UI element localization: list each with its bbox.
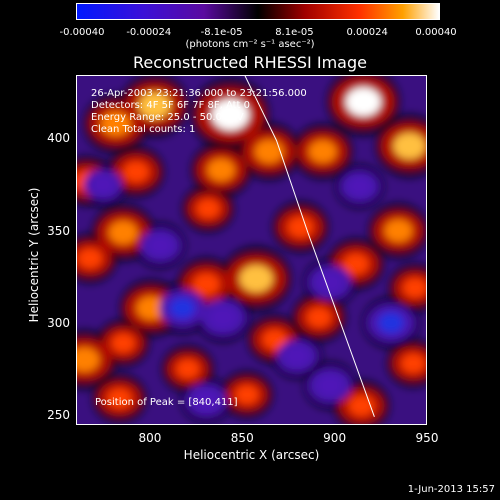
chart-title: Reconstructed RHESSI Image	[133, 53, 367, 72]
peak-position-label: Position of Peak = [840,411]	[95, 397, 238, 408]
colorbar-tick-label: 0.00024	[346, 27, 388, 38]
y-tick-label: 300	[47, 315, 70, 330]
colorbar-tick-label: 8.1e-05	[275, 27, 314, 38]
heatmap-blob-core-19	[136, 296, 166, 320]
heatmap-blob-core-14	[77, 248, 103, 269]
energy-range-label: Energy Range: 25.0 - 50.0 keV	[91, 112, 244, 123]
y-tick-label: 350	[47, 223, 70, 238]
heatmap-blob-core-11	[108, 220, 138, 245]
heatmap-blob-core-25	[401, 353, 426, 374]
heatmap-blob-core-30	[169, 297, 195, 319]
heatmap-blob-core-6	[254, 139, 284, 164]
x-tick-label: 800	[138, 431, 162, 445]
y-tick-label: 400	[47, 131, 70, 146]
heatmap-blob-core-28	[348, 395, 375, 417]
heatmap-blob-core-17	[343, 253, 369, 275]
solar-limb-line	[244, 76, 375, 417]
heatmap-blob-core-26	[107, 388, 132, 409]
colorbar-gradient	[77, 4, 439, 19]
x-tick-label: 950	[415, 431, 439, 445]
heatmap-blob-core-20	[306, 307, 332, 328]
heatmap-blob-core-2	[100, 111, 131, 137]
x-tick-label: 850	[230, 431, 254, 445]
heatmap-blob-core-16	[193, 273, 220, 295]
colorbar-tick-label: -0.00040	[59, 27, 105, 38]
clean-label: Clean Total counts: 1	[91, 124, 196, 135]
time-range-label: 26-Apr-2003 23:21:36.000 to 23:21:56.000	[91, 88, 307, 99]
heatmap-blob-core-18	[403, 278, 426, 298]
heatmap-blob-core-12	[287, 216, 314, 238]
heatmap-blob-core-10	[196, 199, 220, 219]
colorbar	[76, 3, 440, 20]
heatmap-blob-core-1	[138, 92, 171, 119]
heatmap-blob-core-8	[123, 161, 149, 183]
heatmap-blob-core-37	[349, 177, 371, 196]
image-plot-area: 26-Apr-2003 23:21:36.000 to 23:21:56.000…	[76, 75, 427, 425]
heatmap-blob-core-13	[384, 219, 413, 242]
heatmap-blob-core-27	[235, 385, 259, 405]
colorbar-units: (photons cm⁻² s⁻¹ asec⁻²)	[185, 39, 315, 50]
x-tick-label: 900	[323, 431, 347, 445]
heatmap-image	[77, 76, 426, 424]
heatmap-blob-core-32	[285, 347, 308, 365]
plot-date: 1-Jun-2013 15:57	[407, 484, 495, 495]
heatmap-blob-core-24	[176, 359, 200, 379]
heatmap-blob-core-3	[346, 87, 381, 116]
y-axis-label: Heliocentric Y (arcsec)	[27, 187, 41, 323]
heatmap-blob-core-29	[149, 236, 172, 255]
colorbar-tick-label: 0.00040	[415, 27, 457, 38]
heatmap-blob-core-31	[210, 307, 236, 328]
heatmap-blob-core-0	[211, 99, 250, 130]
colorbar-tick-label: -8.1e-05	[200, 27, 243, 38]
heatmap-blob-core-4	[393, 132, 426, 160]
y-tick-label: 250	[47, 407, 70, 422]
heatmap-blob-core-36	[195, 391, 218, 410]
detectors-label: Detectors: 4F 5F 6F 7F 8F, Att 0	[91, 100, 251, 111]
heatmap-blob-core-22	[262, 329, 287, 350]
heatmap-blob-core-21	[111, 333, 135, 353]
heatmap-blob-core-38	[92, 176, 114, 194]
heatmap-blob-core-15	[239, 265, 273, 293]
heatmap-blob-core-33	[318, 272, 342, 292]
heatmap-blob-core-34	[378, 312, 404, 334]
heatmap-blob-core-7	[207, 158, 235, 182]
heatmap-blob-core-35	[318, 376, 342, 395]
heatmap-blob-core-5	[308, 140, 337, 163]
heatmap-blob-core-23	[77, 347, 100, 372]
colorbar-tick-label: -0.00024	[126, 27, 172, 38]
x-axis-label: Heliocentric X (arcsec)	[183, 448, 320, 462]
